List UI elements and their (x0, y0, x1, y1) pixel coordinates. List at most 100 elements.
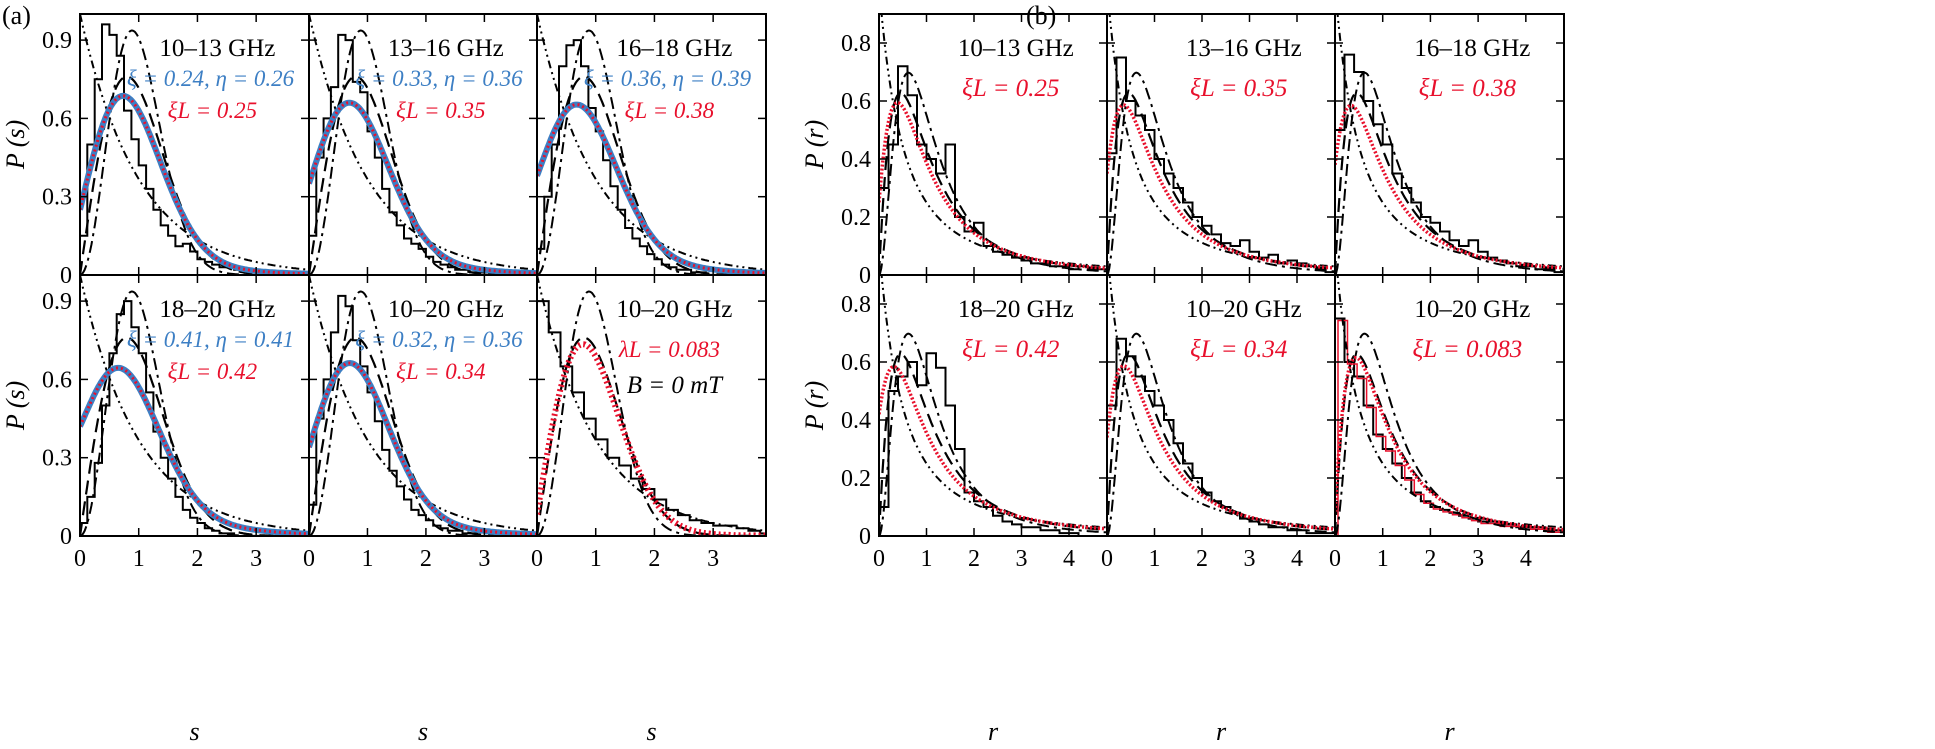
freq-label-b-6: 10–20 GHz (1414, 296, 1530, 323)
freq-label-b-5: 10–20 GHz (1186, 296, 1302, 323)
red-fit-curve-b-1 (879, 100, 1107, 271)
x-tick-label-b-6-2: 2 (1424, 546, 1436, 572)
x-tick-label-b-5-2: 2 (1196, 546, 1208, 572)
blue-fit-curve-a-5 (309, 359, 537, 536)
red-fit-curve-b-5 (1107, 364, 1335, 531)
plot-area-b-4 (879, 275, 1107, 536)
red-fit-curve-a-2 (309, 101, 537, 275)
x-tick-label-a-4-1: 1 (133, 546, 145, 572)
frame-a-6 (536, 274, 767, 537)
y-tick-label-a-1-3: 0.9 (42, 28, 72, 54)
red-fit-label-b-2: ξL = 0.35 (1190, 75, 1287, 102)
red-fit-label-b-4: ξL = 0.42 (962, 336, 1059, 363)
y-tick-label-a-1-0: 0 (60, 263, 72, 289)
poisson-curve-b-4 (880, 275, 1107, 529)
histogram-a-3 (537, 39, 714, 275)
freq-label-a-3: 16–18 GHz (616, 35, 732, 62)
x-tick-label-b-6-0: 0 (1329, 546, 1341, 572)
x-tick-label-b-6-3: 3 (1472, 546, 1484, 572)
field-label-a-6: B = 0 mT (627, 372, 724, 399)
red-fit-label-b-1: ξL = 0.25 (962, 75, 1059, 102)
poisson-curve-a-1 (80, 14, 309, 271)
x-tick-label-a-4-2: 2 (191, 546, 203, 572)
panel-a-4: 0 1 2 3 0 0.3 0.6 0.9 18–20 GHz ξ = 0.41, η = 0.4… (1, 274, 310, 746)
red-fit-label-b-5: ξL = 0.34 (1190, 336, 1287, 363)
gue-curve-b-3 (1335, 71, 1564, 275)
panel-a-2: 13–16 GHz ξ = 0.33, η = 0.36 ξL = 0.35 (308, 13, 538, 276)
plot-area-a-5 (309, 275, 537, 536)
plot-area-b-5 (1107, 275, 1335, 536)
panel-a-6: 0 1 2 3 10–20 GHz λL = 0.083 B = 0 mT s (531, 274, 767, 746)
poisson-curve-a-6 (537, 275, 766, 532)
freq-label-b-4: 18–20 GHz (958, 296, 1074, 323)
y-tick-label-b-4-0: 0 (859, 524, 871, 550)
x-tick-label-a-6-0: 0 (531, 546, 543, 572)
panel-label-b: (b) (1026, 1, 1056, 30)
blue-fit-label-a-1: ξ = 0.24, η = 0.26 (127, 66, 295, 91)
red-fit-curve-a-4 (80, 366, 309, 536)
x-tick-label-a-4-0: 0 (74, 546, 86, 572)
x-tick-label-a-4-3: 3 (250, 546, 262, 572)
red-fit-curve-b-6 (1335, 355, 1564, 532)
blue-fit-label-a-2: ξ = 0.33, η = 0.36 (355, 66, 523, 91)
gue-curve-b-1 (879, 71, 1107, 275)
blue-fit-label-a-3: ξ = 0.36, η = 0.39 (584, 66, 752, 91)
freq-label-a-4: 18–20 GHz (159, 296, 275, 323)
y-tick-label-b-1-3: 0.6 (841, 89, 871, 115)
y-tick-label-b-1-4: 0.8 (841, 31, 871, 57)
x-tick-label-a-6-2: 2 (648, 546, 660, 572)
x-tick-label-b-6-4: 4 (1520, 546, 1532, 572)
x-tick-label-b-4-4: 4 (1063, 546, 1075, 572)
y-tick-label-b-4-2: 0.4 (841, 408, 871, 434)
freq-label-b-1: 10–13 GHz (958, 35, 1074, 62)
red-fit-label-a-2: ξL = 0.35 (396, 98, 486, 123)
y-axis-label-b-1: P (r) (800, 120, 829, 170)
x-tick-label-b-4-3: 3 (1016, 546, 1028, 572)
y-tick-label-b-1-1: 0.2 (841, 205, 871, 231)
y-tick-label-a-4-3: 0.9 (42, 289, 72, 315)
panel-b-2: 13–16 GHz ξL = 0.35 (1106, 13, 1336, 276)
freq-label-a-2: 13–16 GHz (388, 35, 504, 62)
red-fit-label-b-6: ξL = 0.083 (1413, 336, 1523, 363)
y-tick-label-a-4-2: 0.6 (42, 367, 72, 393)
x-tick-label-a-5-1: 1 (361, 546, 373, 572)
x-axis-label-a-5: s (418, 717, 428, 746)
gue-curve-b-4 (879, 332, 1107, 536)
red-fit-curve-b-4 (879, 364, 1107, 531)
poisson-curve-b-3 (1336, 14, 1564, 268)
y-tick-label-a-4-0: 0 (60, 524, 72, 550)
poisson-curve-a-3 (537, 14, 766, 271)
freq-label-b-2: 13–16 GHz (1186, 35, 1302, 62)
y-tick-label-b-1-2: 0.4 (841, 147, 871, 173)
poisson-curve-a-5 (309, 275, 537, 532)
panel-b-5: 0 1 2 3 4 10–20 GHz ξL = 0.34 r (1101, 274, 1336, 746)
y-tick-label-a-1-1: 0.3 (42, 185, 72, 211)
gue-curve-b-2 (1107, 71, 1335, 275)
goe-curve-b-5 (1107, 352, 1335, 536)
y-tick-label-b-4-1: 0.2 (841, 466, 871, 492)
freq-label-a-1: 10–13 GHz (159, 35, 275, 62)
x-axis-label-b-6: r (1444, 717, 1455, 746)
x-tick-label-a-5-2: 2 (420, 546, 432, 572)
poisson-curve-b-5 (1108, 275, 1335, 529)
panel-b-3: 16–18 GHz ξL = 0.38 (1334, 13, 1565, 276)
y-tick-label-a-1-2: 0.6 (42, 106, 72, 132)
x-tick-label-b-5-4: 4 (1291, 546, 1303, 572)
x-tick-label-a-5-3: 3 (478, 546, 490, 572)
y-tick-label-a-4-1: 0.3 (42, 446, 72, 472)
panel-label-a: (a) (2, 1, 31, 30)
gue-curve-a-5 (309, 290, 537, 536)
panel-a-5: 0 1 2 3 10–20 GHz ξ = 0.32, η = 0.36 ξL = 0.34… (303, 274, 538, 746)
x-tick-label-a-6-3: 3 (707, 546, 719, 572)
y-tick-label-b-4-4: 0.8 (841, 292, 871, 318)
x-tick-label-b-4-2: 2 (968, 546, 980, 572)
freq-label-b-3: 16–18 GHz (1414, 35, 1530, 62)
histogram-a-5 (309, 294, 485, 536)
x-tick-label-b-5-0: 0 (1101, 546, 1113, 572)
x-tick-label-a-5-0: 0 (303, 546, 315, 572)
red-fit-curve-a-5 (309, 361, 537, 536)
frame-b-6 (1334, 274, 1565, 537)
blue-fit-label-a-4: ξ = 0.41, η = 0.41 (127, 327, 294, 352)
poisson-curve-b-2 (1108, 14, 1335, 268)
